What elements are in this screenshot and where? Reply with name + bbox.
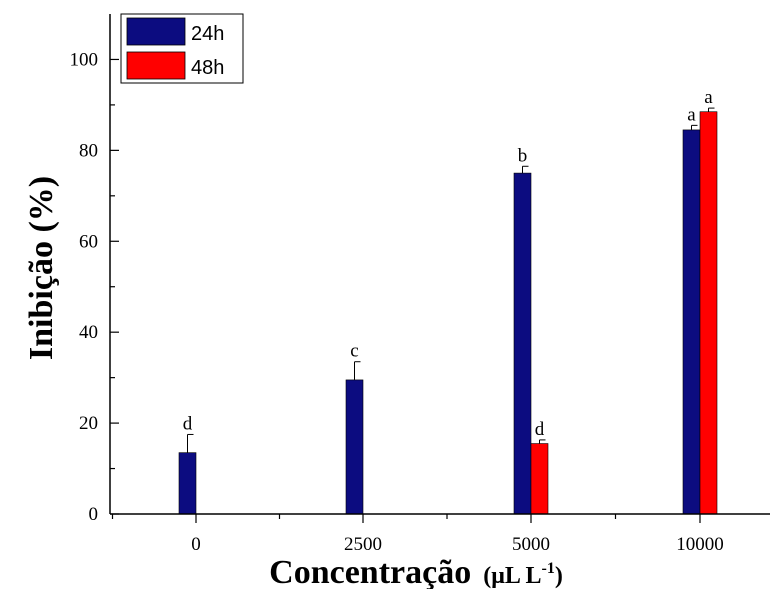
x-axis-title: Concentração (μL L-1) (269, 554, 563, 589)
y-axis-title: Inibição (%) (23, 176, 60, 360)
bar-24h-0 (178, 452, 197, 515)
x-axis-title-main: Concentração (269, 554, 471, 589)
y-tick-label-20: 20 (79, 413, 98, 434)
y-ticks-layer: 0 20 40 60 80 100 (70, 49, 119, 525)
x-tick-label-2500: 2500 (344, 534, 382, 555)
significance-label-24h-0: d (183, 413, 193, 434)
y-tick-label-80: 80 (79, 140, 98, 161)
x-ticks-layer: 0 2500 5000 10000 (111, 514, 724, 555)
bar-24h-10000 (682, 129, 701, 515)
significance-label-24h-10000: a (687, 104, 696, 125)
significance-labels-layer: d c b a d a (183, 87, 714, 440)
significance-label-48h-10000: a (704, 87, 713, 108)
y-tick-label-60: 60 (79, 231, 98, 252)
x-tick-label-5000: 5000 (512, 534, 550, 555)
legend-label-48h: 48h (191, 57, 224, 79)
error-bars-layer (187, 107, 715, 453)
significance-label-24h-2500: c (350, 341, 358, 362)
y-tick-label-0: 0 (89, 504, 99, 525)
x-tick-label-10000: 10000 (676, 534, 724, 555)
legend-swatch-48h (126, 51, 186, 80)
bar-48h-5000 (530, 443, 549, 515)
bar-24h-2500 (345, 379, 364, 515)
y-tick-label-100: 100 (70, 49, 99, 70)
x-axis-title-unit: (μL L-1) (483, 560, 563, 589)
bars-layer (178, 111, 718, 515)
x-tick-label-0: 0 (191, 534, 201, 555)
legend: 24h 48h (120, 13, 244, 84)
legend-swatch-24h (126, 17, 186, 46)
bar-24h-5000 (513, 172, 532, 515)
significance-label-24h-5000: b (518, 145, 528, 166)
bar-48h-10000 (699, 111, 718, 515)
y-tick-label-40: 40 (79, 322, 98, 343)
significance-label-48h-5000: d (535, 419, 545, 440)
legend-label-24h: 24h (191, 23, 224, 45)
